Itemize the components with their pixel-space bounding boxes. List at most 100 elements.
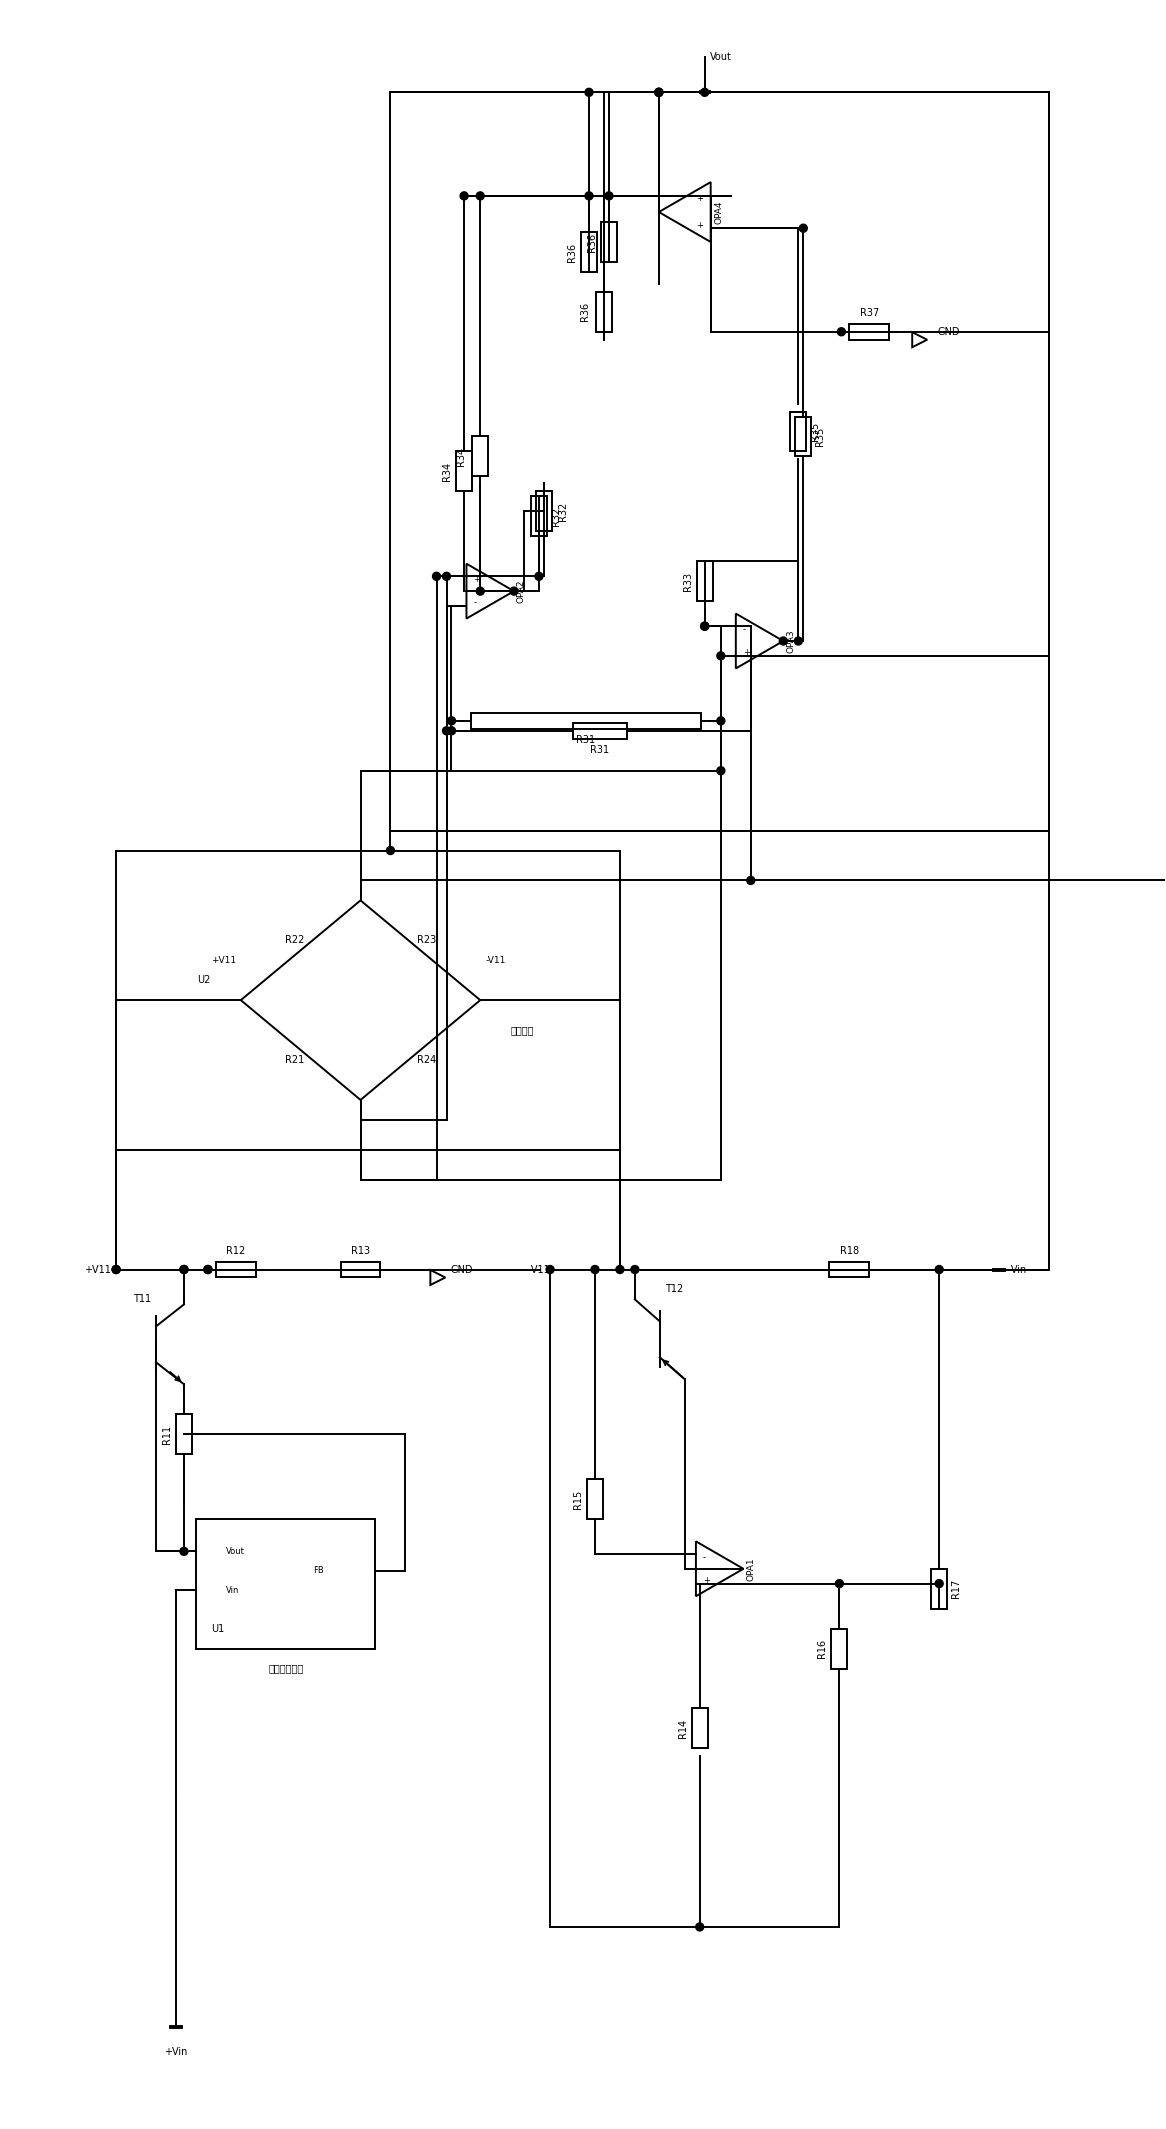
- Circle shape: [476, 588, 484, 596]
- Text: R17: R17: [951, 1580, 961, 1599]
- Text: R21: R21: [285, 1056, 304, 1064]
- Bar: [849, 324, 890, 341]
- Text: +: +: [696, 194, 703, 204]
- Bar: [586, 1480, 603, 1518]
- Circle shape: [461, 192, 468, 200]
- Bar: [536, 492, 552, 532]
- Text: R34: R34: [442, 462, 452, 481]
- Circle shape: [835, 1580, 843, 1588]
- Text: -V11: -V11: [528, 1265, 550, 1275]
- Text: +: +: [473, 575, 480, 583]
- Bar: [573, 724, 627, 739]
- Circle shape: [655, 87, 662, 96]
- Circle shape: [112, 1265, 120, 1273]
- Text: -: -: [700, 221, 703, 230]
- Bar: [472, 436, 489, 477]
- Text: +: +: [696, 221, 703, 230]
- Text: R11: R11: [162, 1424, 171, 1443]
- Circle shape: [794, 637, 802, 645]
- Text: R36: R36: [586, 232, 597, 251]
- Bar: [531, 496, 547, 537]
- Text: R24: R24: [416, 1056, 436, 1064]
- Bar: [829, 1262, 870, 1277]
- Text: Vin: Vin: [226, 1586, 239, 1595]
- Text: R32: R32: [550, 507, 561, 526]
- Circle shape: [204, 1265, 212, 1273]
- Text: R31: R31: [590, 745, 610, 756]
- Text: -: -: [703, 1552, 705, 1563]
- Circle shape: [448, 717, 456, 724]
- Bar: [196, 1518, 375, 1648]
- Circle shape: [510, 588, 518, 596]
- Text: -Vin: -Vin: [1009, 1265, 1027, 1275]
- Circle shape: [585, 87, 593, 96]
- Bar: [340, 1262, 380, 1277]
- Circle shape: [204, 1265, 212, 1273]
- Bar: [581, 232, 597, 273]
- Bar: [456, 451, 472, 492]
- Text: R37: R37: [859, 309, 879, 317]
- Bar: [391, 92, 1049, 830]
- Circle shape: [837, 328, 845, 336]
- Text: +V11: +V11: [211, 956, 236, 964]
- Circle shape: [546, 1265, 554, 1273]
- Text: R18: R18: [840, 1245, 859, 1256]
- Circle shape: [443, 726, 450, 735]
- Text: R36: R36: [567, 243, 577, 262]
- Bar: [216, 1262, 255, 1277]
- Text: +: +: [743, 647, 750, 658]
- Text: R12: R12: [226, 1245, 246, 1256]
- Bar: [932, 1569, 947, 1610]
- Text: OPA2: OPA2: [517, 579, 526, 603]
- Circle shape: [616, 1265, 624, 1273]
- Text: +: +: [703, 1575, 710, 1584]
- Circle shape: [717, 651, 725, 660]
- Text: R23: R23: [416, 935, 436, 945]
- Text: R35: R35: [815, 428, 826, 447]
- Text: 应变电桥: 应变电桥: [511, 1024, 534, 1035]
- Text: R22: R22: [285, 935, 304, 945]
- Bar: [795, 417, 812, 456]
- Circle shape: [655, 87, 662, 96]
- Text: OPA1: OPA1: [746, 1556, 756, 1580]
- Circle shape: [585, 192, 593, 200]
- Circle shape: [717, 717, 725, 724]
- Circle shape: [112, 1265, 120, 1273]
- Circle shape: [476, 192, 484, 200]
- Bar: [176, 1414, 192, 1454]
- Text: -V11: -V11: [485, 956, 506, 964]
- Circle shape: [180, 1265, 188, 1273]
- Text: R36: R36: [580, 302, 590, 321]
- Bar: [600, 221, 617, 262]
- Circle shape: [717, 766, 725, 775]
- Circle shape: [180, 1548, 188, 1556]
- Circle shape: [701, 87, 709, 96]
- Circle shape: [779, 637, 787, 645]
- Bar: [596, 292, 612, 332]
- Text: R13: R13: [351, 1245, 370, 1256]
- Text: R14: R14: [677, 1718, 688, 1737]
- Text: 精密稳压电源: 精密稳压电源: [268, 1663, 303, 1673]
- Text: FB: FB: [312, 1567, 323, 1575]
- Text: GND: GND: [937, 326, 960, 336]
- Circle shape: [746, 877, 754, 884]
- Text: +Vin: +Vin: [164, 2046, 188, 2057]
- Text: U2: U2: [197, 975, 211, 986]
- Text: R32: R32: [557, 502, 568, 522]
- Circle shape: [443, 573, 450, 581]
- Text: T11: T11: [133, 1294, 152, 1305]
- Text: Vout: Vout: [710, 53, 731, 62]
- Text: U1: U1: [211, 1624, 224, 1633]
- Bar: [117, 849, 620, 1150]
- Circle shape: [433, 573, 441, 581]
- Circle shape: [800, 224, 807, 232]
- Circle shape: [605, 192, 613, 200]
- Text: OPA3: OPA3: [786, 630, 795, 654]
- Circle shape: [386, 847, 394, 854]
- Bar: [791, 411, 806, 451]
- Text: R31: R31: [576, 735, 596, 745]
- Circle shape: [701, 622, 709, 630]
- Text: R15: R15: [573, 1490, 583, 1509]
- Circle shape: [935, 1265, 943, 1273]
- Circle shape: [591, 1265, 599, 1273]
